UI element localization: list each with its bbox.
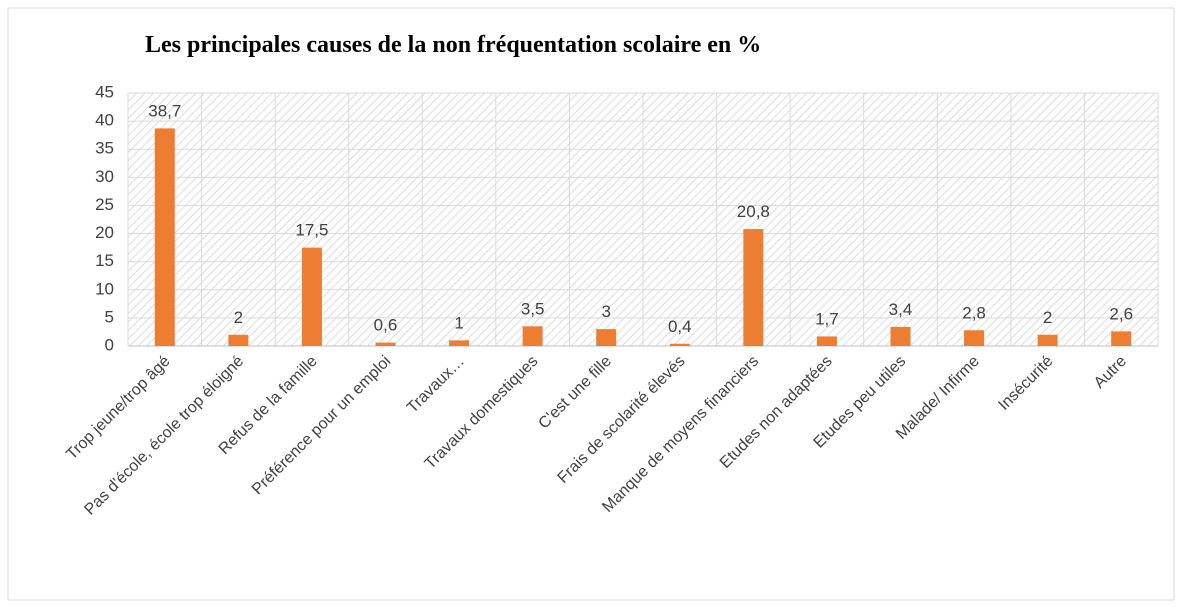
bar (301, 247, 322, 346)
value-label: 1,7 (815, 309, 839, 328)
y-tick-label: 40 (95, 111, 114, 130)
bar (890, 326, 911, 346)
y-tick-label: 30 (95, 167, 114, 186)
value-label: 1 (454, 313, 463, 332)
bar (228, 334, 249, 346)
bar (816, 336, 837, 346)
value-label: 20,8 (737, 202, 770, 221)
value-label: 0,4 (668, 317, 692, 336)
bar (669, 343, 690, 346)
value-label: 2 (1043, 308, 1052, 327)
bar (522, 326, 543, 346)
bar (1037, 334, 1058, 346)
bar (449, 340, 470, 346)
y-tick-label: 0 (105, 335, 114, 354)
y-tick-label: 35 (95, 139, 114, 158)
value-label: 17,5 (295, 221, 328, 240)
value-label: 3,5 (521, 299, 545, 318)
bar (1111, 331, 1132, 346)
bar (375, 342, 396, 346)
value-label: 3,4 (889, 300, 913, 319)
value-label: 2,8 (962, 303, 986, 322)
value-label: 3 (601, 302, 610, 321)
value-label: 2,6 (1109, 304, 1133, 323)
chart-title: Les principales causes de la non fréquen… (145, 32, 761, 58)
y-tick-label: 20 (95, 223, 114, 242)
y-tick-label: 5 (105, 307, 114, 326)
y-tick-label: 10 (95, 279, 114, 298)
value-label: 0,6 (374, 316, 398, 335)
bar (964, 330, 985, 346)
value-label: 2 (234, 308, 243, 327)
value-label: 38,7 (148, 101, 181, 120)
y-tick-label: 25 (95, 195, 114, 214)
y-tick-label: 15 (95, 251, 114, 270)
y-tick-label: 45 (95, 82, 114, 101)
bar (596, 329, 617, 346)
bar (154, 128, 175, 346)
bar (743, 229, 764, 346)
